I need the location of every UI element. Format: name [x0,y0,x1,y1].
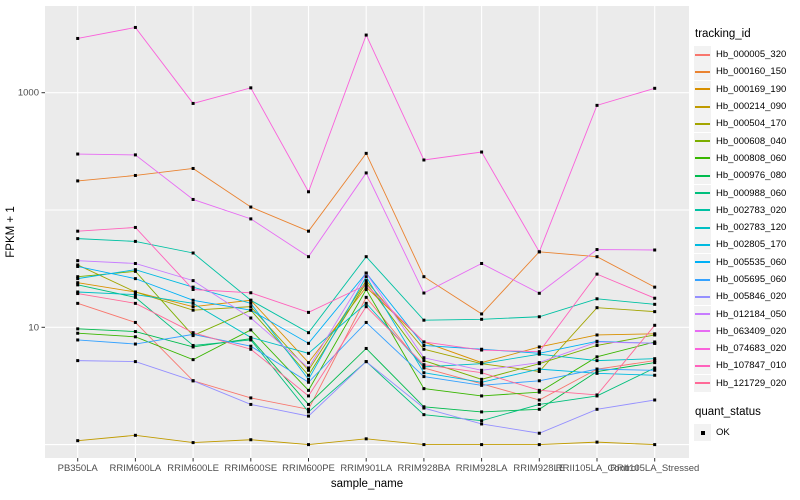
legend-item: Hb_074683_020 [694,340,798,358]
svg-text:RRIM600SE: RRIM600SE [224,463,277,474]
legend-key-line-icon [694,201,711,219]
legend-key-line-icon [694,80,711,98]
legend-key-line-icon [694,236,711,254]
svg-text:RRIM600LE: RRIM600LE [167,463,219,474]
legend-key-line-icon [694,46,711,64]
legend-item: Hb_000808_060 [694,149,798,167]
legend-key-line-icon [694,357,711,375]
legend-key-line-icon [694,374,711,392]
plot-panel [45,6,689,458]
legend-item: Hb_107847_010 [694,357,798,375]
legend-item: Hb_005695_060 [694,271,798,288]
legend-key-line-icon [694,340,711,358]
legend-item-label: Hb_000504_170 [716,118,787,130]
legend-item: Hb_000988_060 [694,184,798,202]
legend-quant-status: quant_status OK [694,405,798,442]
legend-item-label: Hb_000608_040 [716,135,787,147]
legend-item-label: Hb_000988_060 [716,187,787,199]
svg-text:RRIM928BA: RRIM928BA [397,463,450,474]
svg-text:PB350LA: PB350LA [58,463,99,474]
legend-item: Hb_000608_040 [694,132,798,150]
legend-key-line-icon [694,184,711,202]
legend-item-label: Hb_002805_170 [716,239,787,251]
legend-key-line-icon [694,322,711,340]
legend-item-label: Hb_000160_150 [716,66,787,78]
legend-item: Hb_012184_050 [694,305,798,323]
legend-item: Hb_000169_190 [694,80,798,98]
legend-item-label: OK [716,427,730,439]
legend-item-label: Hb_002783_020 [716,204,787,216]
legend-key-line-icon [694,305,711,323]
legend-item-ok: OK [694,424,798,442]
legend-key-line-icon [694,132,711,150]
legend: tracking_id Hb_000005_320 Hb_000160_150 Hb… [694,28,798,442]
data-points [76,25,657,447]
y-tick-labels: 10 1000 [18,88,39,334]
legend-item: Hb_000005_320 [694,46,798,64]
svg-text:RRII105LA_Stressed: RRII105LA_Stressed [610,463,699,474]
legend-item: Hb_005846_020 [694,288,798,306]
legend-item: Hb_000160_150 [694,63,798,81]
legend-key-line-icon [694,115,711,133]
legend-item-label: Hb_012184_050 [716,308,787,320]
legend-key-line-icon [694,288,711,306]
x-axis-title: sample_name [330,478,404,490]
legend-item-label: Hb_063409_020 [716,325,787,337]
legend-item: Hb_000976_080 [694,167,798,185]
legend-item: Hb_002783_020 [694,201,798,219]
x-tick-labels: PB350LA RRIM600LA RRIM600LE RRIM600SE RRIM60… [58,463,700,474]
legend-item: Hb_005535_060 [694,253,798,271]
legend-item: Hb_063409_020 [694,322,798,340]
legend-title-tracking-id: tracking_id [695,28,751,40]
legend-item-label: Hb_107847_010 [716,360,787,372]
legend-key-line-icon [694,271,711,288]
legend-key-line-icon [694,98,711,116]
svg-text:RRIM928LE: RRIM928LE [513,463,565,474]
legend-key-line-icon [694,63,711,81]
legend-key-line-icon [694,167,711,185]
legend-key-line-icon [694,149,711,167]
svg-text:RRIM600PE: RRIM600PE [282,463,335,474]
legend-item-label: Hb_005695_060 [716,274,787,285]
legend-item-label: Hb_000808_060 [716,152,787,164]
y-axis-title: FPKM + 1 [5,206,17,258]
legend-key-line-icon [694,253,711,271]
legend-item-label: Hb_005846_020 [716,291,787,303]
legend-items: Hb_000005_320 Hb_000160_150 Hb_000169_190 H… [694,46,798,392]
svg-text:RRIM928LA: RRIM928LA [456,463,508,474]
legend-item-label: Hb_000976_080 [716,170,787,182]
legend-item-label: Hb_074683_020 [716,343,787,355]
legend-item-label: Hb_121729_020 [716,377,787,389]
legend-item: Hb_002805_170 [694,236,798,254]
legend-item-label: Hb_002783_120 [716,222,787,234]
legend-item: Hb_000504_170 [694,115,798,133]
legend-title-quant-status: quant_status [695,405,761,418]
legend-item: Hb_000214_090 [694,98,798,116]
legend-item: Hb_121729_020 [694,374,798,392]
svg-text:1000: 1000 [18,88,39,99]
svg-text:RRIM901LA: RRIM901LA [340,463,392,474]
svg-text:RRIM600LA: RRIM600LA [110,463,162,474]
legend-item-label: Hb_005535_060 [716,256,787,268]
axis-ticks [41,92,656,462]
legend-item-label: Hb_000005_320 [716,49,787,61]
ok-square-icon [694,424,711,442]
svg-text:RRII105LA_Control: RRII105LA_Control [556,463,638,474]
legend-item: Hb_002783_120 [694,219,798,237]
svg-text:10: 10 [28,322,39,333]
legend-item-label: Hb_000169_190 [716,83,787,95]
legend-item-label: Hb_000214_090 [716,101,787,113]
legend-key-line-icon [694,219,711,237]
